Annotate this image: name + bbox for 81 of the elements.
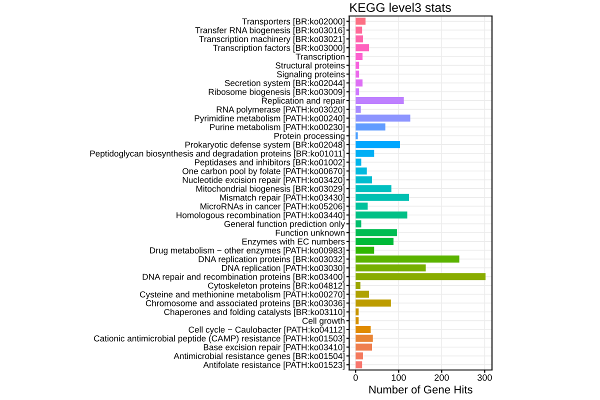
y-tick-label: Signaling proteins — [276, 71, 345, 80]
bar — [356, 229, 397, 236]
y-tick-label: Antimicrobial resistance genes [BR:ko01504] — [174, 352, 344, 361]
bar — [356, 79, 363, 86]
y-tick-label: Cell cycle − Caulobacter [PATH:ko04112] — [188, 326, 344, 334]
y-tick-label: Base excision repair [PATH:ko03410] — [204, 344, 344, 352]
y-tick-label: Chromosome and associated proteins [BR:ko03036] — [146, 300, 344, 308]
y-tick-label: Protein processing — [274, 132, 344, 141]
y-tick-label: General function prediction only — [224, 220, 346, 229]
bar — [356, 273, 486, 280]
y-tick-label: Transporters [BR:ko02000] — [242, 18, 344, 26]
bar — [356, 88, 360, 96]
y-tick-label: Enzymes with EC numbers — [242, 238, 345, 246]
bar — [356, 106, 361, 113]
y-tick-label: Transcription machinery [BR:ko03021] — [199, 36, 344, 44]
x-tick-label: 100 — [392, 374, 406, 381]
y-tick-label: Drug metabolism − other enzymes [PATH:ko00983] — [150, 247, 344, 256]
x-tick-label: 300 — [478, 374, 492, 381]
bar — [356, 52, 363, 60]
bar — [356, 290, 369, 298]
y-tick-label: Peptidases and inhibitors [BR:ko01002] — [194, 159, 344, 168]
bar — [356, 18, 366, 25]
y-tick-label: DNA repair and recombination proteins [BR:ko03400] — [142, 274, 344, 282]
chart-title: KEGG level3 stats — [350, 2, 451, 12]
y-tick-label: RNA polymerase [PATH:ko03020] — [216, 106, 344, 114]
bar — [356, 194, 409, 201]
y-tick-label: Function unknown — [276, 230, 344, 236]
y-tick-label: Pyrimidine metabolism [PATH:ko00240] — [194, 115, 344, 124]
bar — [356, 141, 400, 148]
y-tick-label: DNA replication [PATH:ko03030] — [222, 264, 344, 273]
y-tick-label: Cationic antimicrobial peptide (CAMP) resistance [PATH:ko01503] — [94, 335, 344, 344]
bar — [356, 238, 394, 245]
bar — [356, 185, 392, 192]
bar — [356, 220, 362, 228]
bar — [356, 211, 408, 219]
y-tick-label: Mitochondrial biogenesis [BR:ko03029] — [196, 185, 344, 194]
bar — [356, 114, 410, 122]
bar — [356, 35, 363, 42]
y-tick-label: Cytoskeleton proteins [BR:ko04812] — [208, 282, 344, 290]
y-tick-label: Cysteine and methionine metabolism [PATH:ko00270] — [140, 291, 344, 300]
y-tick-label: Antifolate resistance [PATH:ko01523] — [203, 362, 344, 370]
y-tick-label: One carbon pool by folate [PATH:ko00670] — [182, 168, 344, 176]
bar — [356, 246, 374, 254]
x-axis-title: Number of Gene Hits — [369, 385, 472, 394]
y-tick-label: Transcription — [296, 53, 344, 62]
bar — [356, 167, 367, 175]
y-tick-label: Transfer RNA biogenesis [BR:ko03016] — [195, 26, 344, 35]
bar — [356, 44, 369, 52]
x-tick-label: 0 — [353, 374, 358, 381]
bar — [356, 334, 373, 342]
bar — [356, 264, 426, 272]
y-tick-label: Nucleotide excision repair [PATH:ko03420] — [182, 176, 344, 185]
y-tick-label: Purine metabolism [PATH:ko00230] — [210, 124, 344, 132]
y-tick-label: Chaperones and folding catalysts [BR:ko03110] — [164, 308, 344, 317]
y-tick-label: Cell growth — [302, 318, 344, 326]
bar — [356, 70, 360, 78]
bar — [356, 344, 372, 351]
bar — [356, 97, 404, 104]
y-tick-label: Mismatch repair [PATH:ko03430] — [220, 194, 344, 202]
y-tick-label: Transcription factors [BR:ko03000] — [212, 44, 344, 53]
y-tick-label: Homologous recombination [PATH:ko03440] — [176, 212, 344, 220]
bar — [356, 123, 386, 130]
bar — [356, 300, 391, 307]
bar — [356, 326, 371, 334]
bar — [356, 352, 363, 360]
bar — [356, 62, 360, 69]
bar — [356, 282, 360, 289]
x-tick-label: 200 — [434, 374, 449, 381]
y-tick-label: Prokaryotic defense system [BR:ko02048] — [185, 141, 344, 150]
y-tick-label: Secretion system [BR:ko02044] — [224, 80, 344, 88]
bar — [356, 256, 460, 263]
y-tick-label: DNA replication proteins [BR:ko03032] — [198, 256, 344, 264]
bar — [356, 176, 372, 184]
y-tick-label: Ribosome biogenesis [BR:ko03009] — [208, 88, 344, 97]
y-tick-label: Replication and repair — [262, 97, 345, 106]
y-tick-label: Structural proteins — [276, 62, 345, 70]
bar — [356, 202, 368, 210]
bar — [356, 361, 362, 368]
y-tick-label: Peptidoglycan biosynthesis and degradation proteins [BR:ko01011] — [90, 150, 344, 158]
bar — [356, 26, 362, 34]
y-tick-label: MicroRNAs in cancer [PATH:ko05206] — [200, 203, 344, 212]
